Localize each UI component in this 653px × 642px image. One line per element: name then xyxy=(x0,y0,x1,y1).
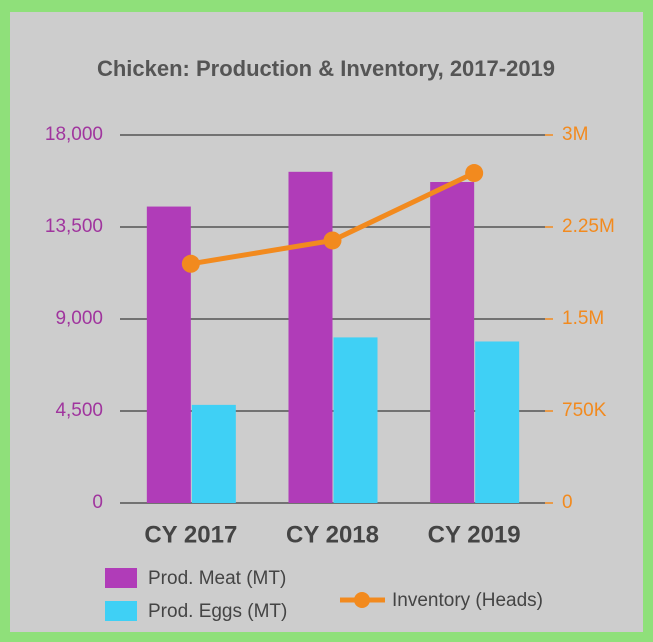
y-tick-label: 18,000 xyxy=(45,124,103,145)
y2-tick-label: 2.25M xyxy=(562,216,615,237)
y2-tick-label: 1.5M xyxy=(562,308,604,329)
marker xyxy=(465,164,483,182)
y-tick-label: 0 xyxy=(92,492,103,513)
legend-marker xyxy=(354,592,370,608)
legend-label: Prod. Meat (MT) xyxy=(148,568,286,589)
legend-swatch xyxy=(105,601,137,621)
y-tick-label: 13,500 xyxy=(45,216,103,237)
bar xyxy=(289,172,333,503)
legend-swatch xyxy=(105,568,137,588)
y-tick-label: 4,500 xyxy=(55,400,103,421)
bar xyxy=(475,341,519,503)
marker xyxy=(182,255,200,273)
x-tick-label: CY 2018 xyxy=(286,521,379,548)
y-tick-label: 9,000 xyxy=(55,308,103,329)
chart-title: Chicken: Production & Inventory, 2017-20… xyxy=(97,56,555,81)
y2-tick-label: 0 xyxy=(562,492,573,513)
legend-label: Inventory (Heads) xyxy=(392,590,543,611)
bar xyxy=(334,337,378,503)
bar xyxy=(147,207,191,503)
y2-tick-label: 3M xyxy=(562,124,588,145)
bar xyxy=(192,405,236,503)
x-tick-label: CY 2019 xyxy=(428,521,521,548)
chart: Chicken: Production & Inventory, 2017-20… xyxy=(0,0,653,642)
legend-label: Prod. Eggs (MT) xyxy=(148,601,287,622)
y2-tick-label: 750K xyxy=(562,400,607,421)
bar xyxy=(430,182,474,503)
marker xyxy=(324,231,342,249)
x-tick-label: CY 2017 xyxy=(144,521,237,548)
